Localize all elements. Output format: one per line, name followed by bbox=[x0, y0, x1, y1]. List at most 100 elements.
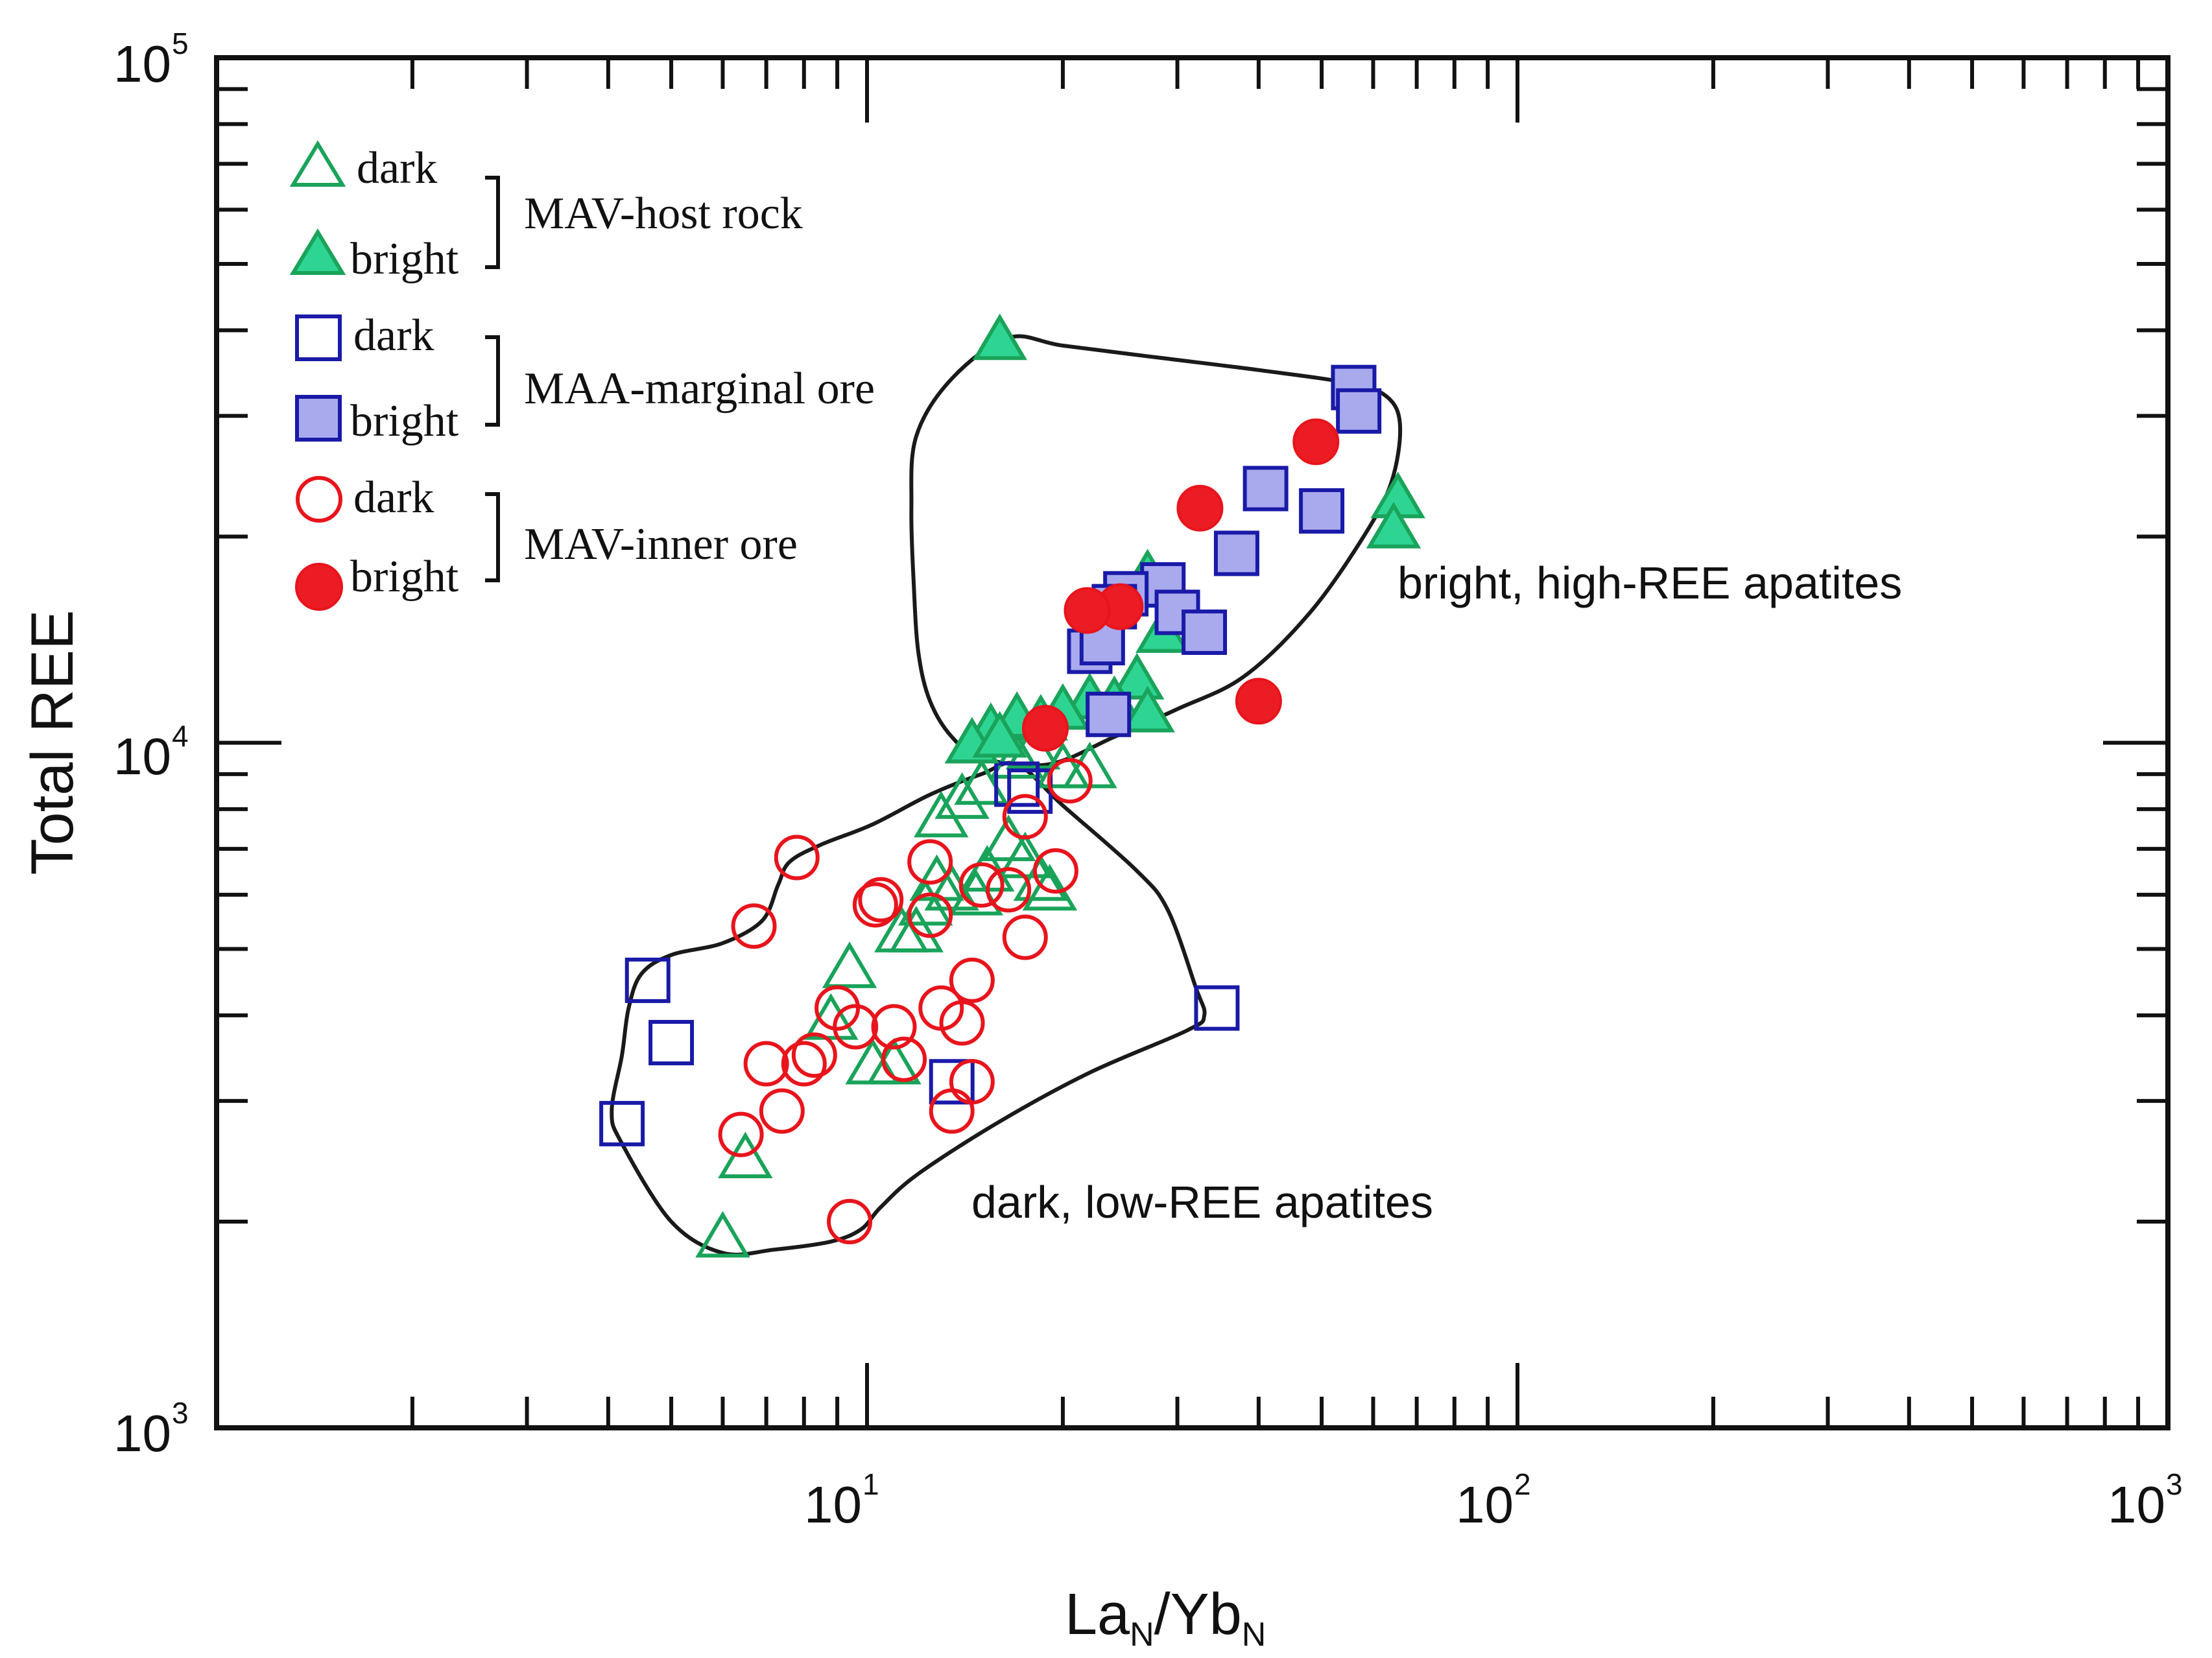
legend-marker-inner-dark bbox=[296, 476, 342, 523]
svg-text:10: 10 bbox=[113, 1404, 171, 1462]
svg-text:10: 10 bbox=[1456, 1476, 1514, 1534]
point-mav-host-rock-dark bbox=[1035, 741, 1091, 788]
point-mav-inner-ore-bright bbox=[1064, 587, 1111, 634]
legend-label-host-bright: bright bbox=[350, 234, 459, 284]
y-axis-title: Total REE bbox=[19, 610, 86, 875]
svg-text:10: 10 bbox=[804, 1476, 862, 1534]
point-mav-inner-ore-dark bbox=[949, 957, 995, 1003]
point-maa-marginal-ore-dark bbox=[929, 1059, 975, 1105]
point-mav-host-rock-dark bbox=[1022, 864, 1078, 911]
legend-bracket-host bbox=[485, 176, 500, 269]
legend-marker-host-bright bbox=[289, 228, 346, 275]
point-mav-host-rock-bright bbox=[1109, 652, 1165, 700]
point-mav-inner-ore-dark bbox=[871, 1004, 917, 1050]
point-mav-inner-ore-bright bbox=[1292, 418, 1340, 466]
svg-text:4: 4 bbox=[172, 719, 189, 753]
point-mav-inner-ore-dark bbox=[833, 1004, 879, 1050]
point-mav-host-rock-bright bbox=[1120, 685, 1175, 733]
svg-text:3: 3 bbox=[172, 1396, 189, 1430]
point-mav-inner-ore-dark bbox=[907, 892, 953, 938]
point-mav-host-rock-dark bbox=[822, 942, 877, 988]
svg-text:5: 5 bbox=[172, 27, 189, 60]
point-mav-host-rock-bright bbox=[1366, 501, 1421, 549]
point-mav-inner-ore-dark bbox=[858, 877, 904, 923]
svg-text:10: 10 bbox=[113, 728, 171, 785]
point-mav-inner-ore-dark bbox=[718, 1111, 764, 1157]
point-maa-marginal-ore-dark bbox=[994, 761, 1040, 807]
x-axis-title: LaN/YbN bbox=[1065, 1582, 1266, 1653]
point-maa-marginal-ore-bright bbox=[1243, 466, 1289, 512]
x-tick-label-1000: 10 3 bbox=[2108, 1467, 2183, 1534]
legend-label-marginal-bright: bright bbox=[350, 396, 459, 446]
point-mav-inner-ore-dark bbox=[949, 1059, 995, 1105]
legend-group-inner: MAV-inner ore bbox=[524, 519, 798, 569]
point-mav-host-rock-dark bbox=[718, 1131, 773, 1179]
point-mav-inner-ore-dark bbox=[1002, 914, 1048, 960]
svg-text:10: 10 bbox=[113, 35, 171, 93]
point-mav-inner-ore-dark bbox=[939, 1000, 985, 1046]
legend-label-inner-bright: bright bbox=[350, 552, 459, 602]
axis-ticks bbox=[217, 58, 2168, 1428]
point-maa-marginal-ore-dark bbox=[599, 1100, 645, 1146]
point-mav-host-rock-dark bbox=[909, 854, 964, 901]
point-mav-inner-ore-dark bbox=[731, 903, 777, 949]
point-maa-marginal-ore-bright bbox=[1336, 388, 1382, 434]
x-tick-label-100: 10 2 bbox=[1456, 1467, 1531, 1534]
point-mav-host-rock-dark bbox=[695, 1211, 750, 1258]
legend-label-inner-dark: dark bbox=[353, 473, 434, 523]
legend-label-host-dark: dark bbox=[357, 143, 437, 193]
svg-text:3: 3 bbox=[2166, 1467, 2183, 1501]
legend: dark bright MAV-host rock dark bright MA… bbox=[289, 140, 875, 611]
point-mav-host-rock-bright bbox=[972, 313, 1027, 361]
point-mav-host-rock-dark bbox=[1013, 854, 1069, 901]
field-outlines bbox=[610, 334, 1403, 1257]
field-outline-high-ree bbox=[909, 334, 1403, 768]
data-points bbox=[599, 313, 1425, 1258]
field-outline-low-ree bbox=[610, 761, 1207, 1257]
point-mav-host-rock-dark bbox=[954, 758, 1009, 805]
point-mav-inner-ore-dark bbox=[1047, 758, 1093, 804]
point-mav-inner-ore-dark bbox=[929, 1088, 975, 1134]
y-tick-label-1000: 10 3 bbox=[113, 1396, 189, 1462]
point-mav-inner-ore-dark bbox=[791, 1032, 837, 1078]
point-maa-marginal-ore-bright bbox=[1086, 691, 1132, 737]
point-maa-marginal-ore-dark bbox=[1194, 985, 1240, 1031]
point-mav-host-rock-bright bbox=[972, 711, 1027, 758]
annotation-low-ree: dark, low-REE apatites bbox=[971, 1177, 1433, 1227]
legend-group-marginal: MAA-marginal ore bbox=[524, 364, 875, 414]
point-mav-host-rock-dark bbox=[803, 993, 859, 1040]
legend-marker-marginal-dark bbox=[295, 314, 342, 361]
legend-group-host: MAV-host rock bbox=[524, 189, 803, 239]
point-mav-inner-ore-bright bbox=[1235, 678, 1282, 725]
point-maa-marginal-ore-dark bbox=[624, 957, 671, 1003]
point-mav-inner-ore-dark bbox=[958, 862, 1005, 908]
point-mav-inner-ore-dark bbox=[881, 1036, 927, 1082]
point-mav-inner-ore-bright bbox=[1176, 484, 1224, 532]
svg-text:10: 10 bbox=[2108, 1476, 2165, 1534]
point-maa-marginal-ore-bright bbox=[1299, 488, 1345, 534]
legend-marker-host-dark bbox=[289, 140, 346, 187]
point-mav-host-rock-dark bbox=[934, 772, 990, 819]
legend-marker-inner-bright bbox=[295, 563, 343, 611]
legend-marker-marginal-bright bbox=[295, 395, 342, 442]
x-tick-label-10: 10 1 bbox=[804, 1467, 879, 1534]
annotation-high-ree: bright, high-REE apatites bbox=[1397, 558, 1902, 608]
svg-text:1: 1 bbox=[862, 1467, 879, 1501]
point-mav-host-rock-dark bbox=[888, 905, 944, 953]
point-mav-inner-ore-dark bbox=[907, 839, 953, 885]
point-mav-inner-ore-dark bbox=[759, 1088, 805, 1134]
point-mav-inner-ore-dark bbox=[986, 867, 1032, 913]
point-maa-marginal-ore-bright bbox=[1182, 610, 1228, 656]
point-mav-inner-ore-dark bbox=[774, 835, 820, 881]
legend-label-marginal-dark: dark bbox=[353, 311, 434, 361]
point-maa-marginal-ore-bright bbox=[1213, 530, 1259, 576]
point-mav-inner-ore-dark bbox=[1002, 794, 1048, 840]
point-mav-inner-ore-dark bbox=[781, 1041, 827, 1087]
point-maa-marginal-ore-dark bbox=[648, 1019, 695, 1065]
y-tick-label-10000: 10 4 bbox=[113, 719, 189, 785]
legend-bracket-marginal bbox=[485, 335, 500, 427]
y-tick-label-100000: 10 5 bbox=[113, 27, 189, 93]
point-mav-inner-ore-bright bbox=[1021, 705, 1069, 752]
legend-bracket-inner bbox=[485, 492, 500, 582]
